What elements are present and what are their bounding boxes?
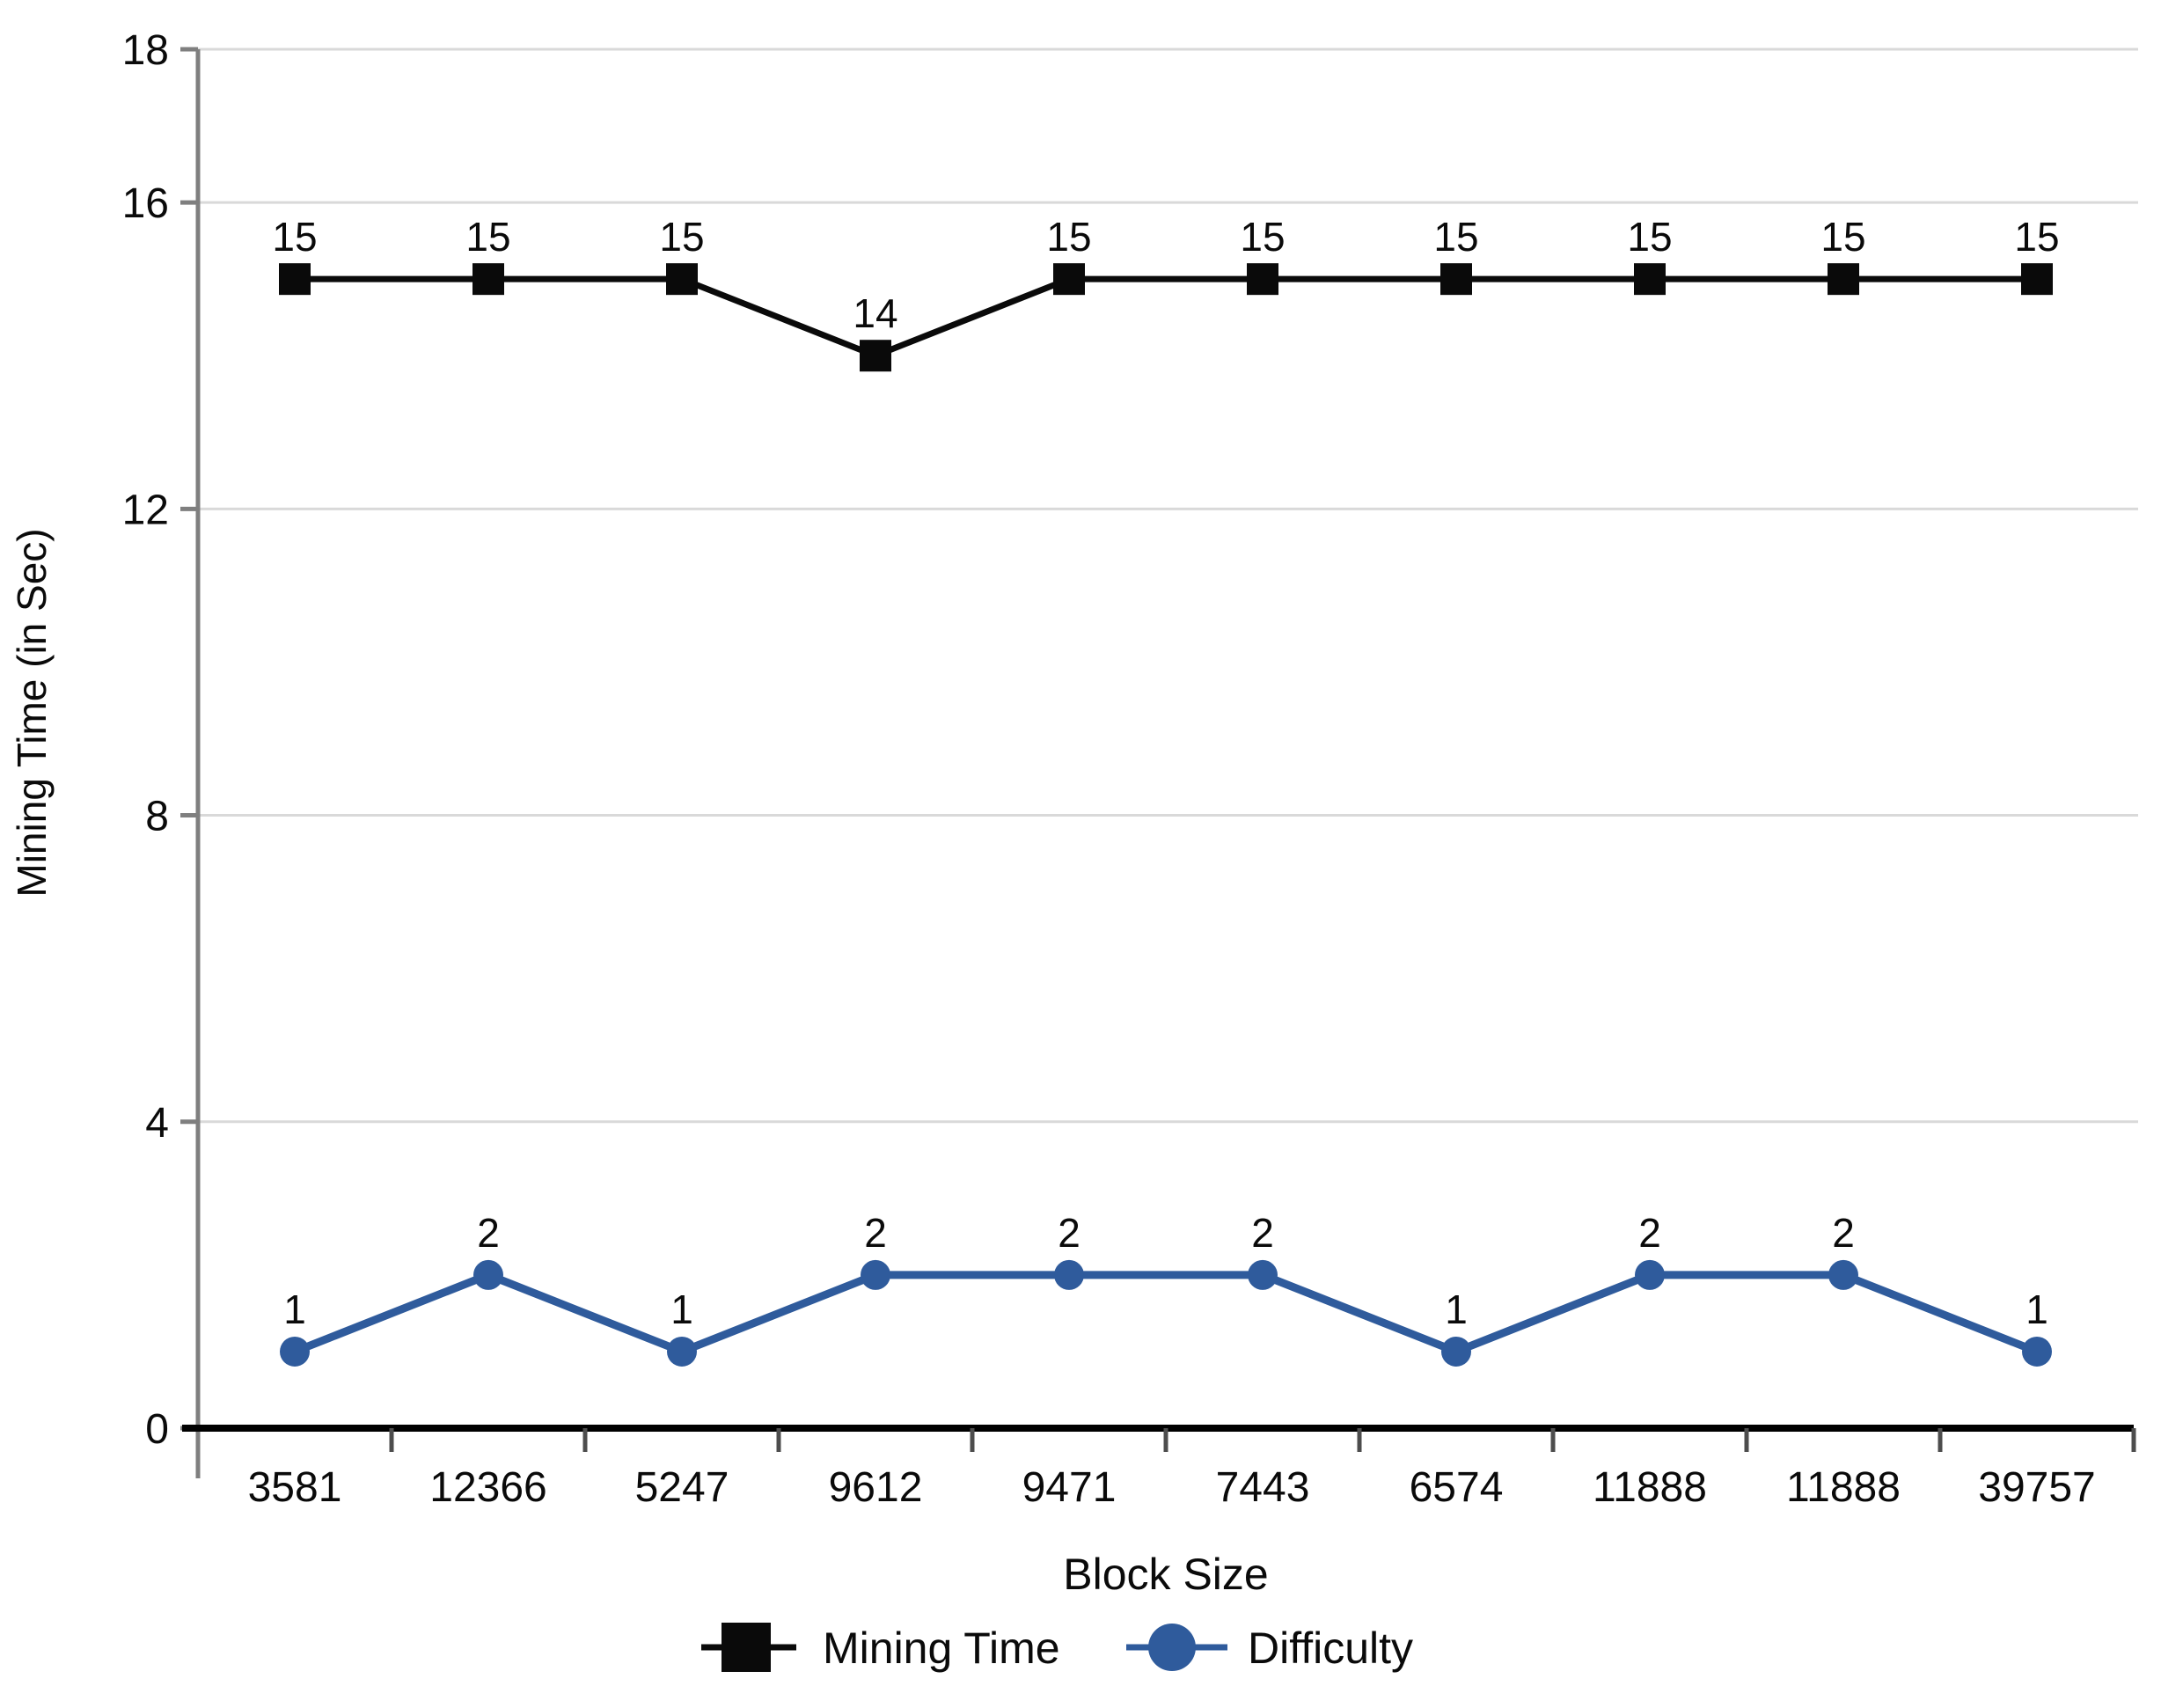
data-label: 15 xyxy=(465,214,510,260)
x-axis-title: Block Size xyxy=(1063,1550,1268,1599)
data-label: 15 xyxy=(1046,214,1091,260)
y-tick-label: 8 xyxy=(145,794,169,840)
x-tick-label: 9471 xyxy=(1022,1464,1117,1511)
x-tick-label: 6574 xyxy=(1410,1464,1504,1511)
marker-difficulty xyxy=(1635,1259,1665,1290)
marker-difficulty xyxy=(473,1259,503,1290)
marker-difficulty xyxy=(2022,1336,2052,1367)
data-label: 15 xyxy=(1240,214,1285,260)
data-label: 2 xyxy=(1638,1210,1661,1256)
x-tick-label: 3581 xyxy=(248,1464,342,1511)
data-label: 15 xyxy=(1433,214,1478,260)
data-label: 15 xyxy=(2014,214,2059,260)
y-axis-title: Mining Time (in Sec) xyxy=(9,528,55,897)
series-layer xyxy=(279,263,2053,1367)
data-label: 1 xyxy=(283,1286,306,1332)
marker-difficulty xyxy=(1054,1259,1084,1290)
marker-mining-time xyxy=(279,263,311,296)
legend-label: Difficulty xyxy=(1248,1624,1413,1673)
x-tick-label: 11888 xyxy=(1593,1464,1707,1511)
data-label: 15 xyxy=(272,214,317,260)
marker-mining-time xyxy=(1247,263,1278,296)
marker-mining-time xyxy=(1053,263,1085,296)
marker-mining-time xyxy=(472,263,504,296)
y-tick-label: 12 xyxy=(122,487,169,533)
marker-difficulty xyxy=(861,1259,890,1290)
data-label: 2 xyxy=(477,1210,500,1256)
legend: Mining Time Difficulty xyxy=(701,1623,1413,1673)
data-label: 15 xyxy=(1820,214,1865,260)
x-tick-label: 7443 xyxy=(1216,1464,1310,1511)
data-label: 2 xyxy=(1832,1210,1855,1256)
y-tick-label: 16 xyxy=(122,180,169,227)
marker-difficulty xyxy=(1248,1259,1278,1290)
data-label: 2 xyxy=(864,1210,887,1256)
data-label: 1 xyxy=(1445,1286,1468,1332)
legend-item-mining-time: Mining Time xyxy=(701,1623,1060,1673)
x-tick-label: 39757 xyxy=(1978,1464,2095,1511)
y-tick-label: 18 xyxy=(122,27,169,74)
legend-item-difficulty: Difficulty xyxy=(1126,1624,1413,1673)
x-tick-label: 9612 xyxy=(829,1464,923,1511)
axis-layer xyxy=(180,47,2136,1478)
y-tick-label: 4 xyxy=(145,1100,169,1147)
marker-difficulty xyxy=(280,1336,310,1367)
marker-mining-time xyxy=(666,263,698,296)
data-label: 15 xyxy=(659,214,704,260)
x-tick-label: 5247 xyxy=(635,1464,729,1511)
data-label: 1 xyxy=(670,1286,693,1332)
grid-layer xyxy=(198,48,2138,1124)
legend-marker-square xyxy=(722,1623,771,1672)
marker-mining-time xyxy=(860,340,891,372)
series-line-mining-time xyxy=(295,275,2037,359)
data-label: 14 xyxy=(853,290,897,336)
marker-difficulty xyxy=(667,1336,697,1367)
marker-mining-time xyxy=(1440,263,1472,296)
marker-mining-time xyxy=(1634,263,1666,296)
legend-marker-circle xyxy=(1148,1624,1196,1671)
marker-mining-time xyxy=(2021,263,2053,296)
marker-difficulty xyxy=(1441,1336,1471,1367)
marker-mining-time xyxy=(1828,263,1859,296)
data-label: 15 xyxy=(1627,214,1672,260)
data-label: 2 xyxy=(1058,1210,1080,1256)
legend-label: Mining Time xyxy=(823,1624,1060,1673)
x-tick-label: 11888 xyxy=(1786,1464,1901,1511)
x-tick-label: 12366 xyxy=(429,1464,546,1511)
data-label: 2 xyxy=(1251,1210,1274,1256)
marker-difficulty xyxy=(1828,1259,1858,1290)
series-line-difficulty xyxy=(293,1271,2039,1356)
y-tick-label: 0 xyxy=(145,1406,169,1453)
data-label: 1 xyxy=(2025,1286,2048,1332)
